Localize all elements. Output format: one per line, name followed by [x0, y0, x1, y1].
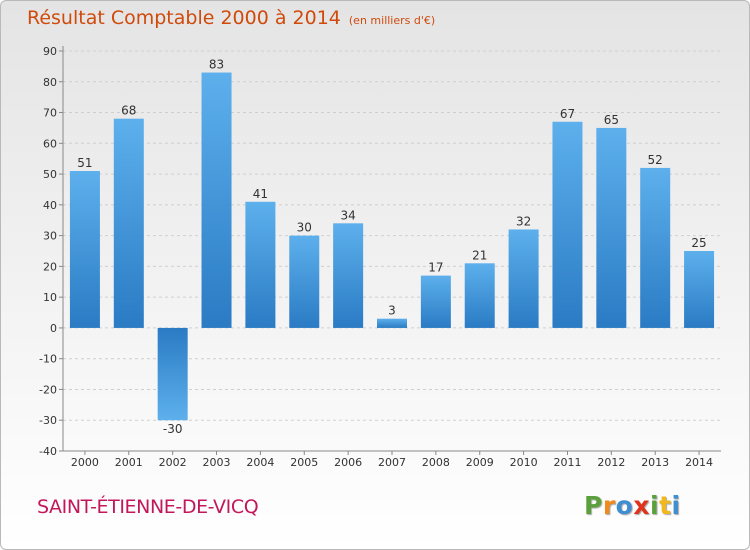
- y-tick-label: -30: [39, 414, 57, 427]
- bar: [552, 121, 583, 328]
- x-tick-label: 2007: [378, 456, 406, 469]
- bar: [640, 167, 671, 328]
- logo-letter: r: [602, 491, 616, 520]
- bar: [245, 201, 276, 328]
- data-label: 25: [691, 236, 706, 250]
- chart-subtitle: (en milliers d'€): [348, 14, 436, 27]
- chart-title-block: Résultat Comptable 2000 à 2014 (en millie…: [27, 7, 435, 29]
- x-tick-label: 2001: [115, 456, 143, 469]
- chart-title: Résultat Comptable 2000 à 2014: [27, 7, 341, 29]
- bar: [508, 229, 539, 328]
- data-label: 51: [77, 156, 92, 170]
- x-tick-label: 2011: [553, 456, 581, 469]
- proxiti-logo: Proxiti: [584, 491, 681, 520]
- bar: [201, 72, 232, 328]
- bars: [69, 72, 715, 421]
- logo-letter: P: [584, 491, 603, 520]
- bar: [377, 318, 407, 328]
- data-label: 52: [648, 153, 663, 167]
- bar: [684, 251, 715, 328]
- data-label: 17: [428, 261, 443, 275]
- y-tick-label: 10: [43, 291, 57, 304]
- y-tick-label: -40: [39, 445, 57, 458]
- bar: [113, 118, 144, 328]
- bar: [333, 223, 364, 328]
- x-tick-label: 2008: [422, 456, 450, 469]
- data-label: 32: [516, 214, 531, 228]
- y-tick-label: -20: [39, 383, 57, 396]
- data-label: 41: [253, 187, 268, 201]
- bar: [464, 263, 495, 328]
- bar: [596, 127, 627, 328]
- x-tick-label: 2013: [641, 456, 669, 469]
- x-tick-label: 2012: [597, 456, 625, 469]
- axes: [59, 46, 721, 455]
- y-tick-label: 60: [43, 137, 57, 150]
- x-tick-label: 2004: [246, 456, 274, 469]
- y-tick-label: 90: [43, 45, 57, 58]
- x-tick-label: 2006: [334, 456, 362, 469]
- bar: [420, 275, 451, 328]
- x-tick-label: 2010: [510, 456, 538, 469]
- x-tick-label: 2005: [290, 456, 318, 469]
- y-tick-label: 80: [43, 76, 57, 89]
- data-label: 68: [121, 104, 136, 118]
- y-tick-label: 20: [43, 260, 57, 273]
- y-tick-labels: 90 80 70 60 50 40 30 20 10 0 -10 -20 -30 -40: [39, 45, 57, 458]
- data-label: 30: [297, 221, 312, 235]
- x-tick-label: 2009: [466, 456, 494, 469]
- data-label: 83: [209, 58, 224, 72]
- data-label: 21: [472, 248, 487, 262]
- x-tick-label: 2002: [159, 456, 187, 469]
- logo-letter: i: [671, 491, 681, 520]
- place-name: SAINT-ÉTIENNE-DE-VICQ: [37, 496, 259, 518]
- x-tick-labels: 2000 2001 2002 2003 2004 2005 2006 2007 2008 2009…: [71, 456, 713, 469]
- x-tick-label: 2014: [685, 456, 713, 469]
- y-tick-label: 40: [43, 199, 57, 212]
- x-tick-label: 2003: [203, 456, 231, 469]
- data-labels: 51 68 -30 83 41 30 34 3 17 21 32 67 65 52 25: [77, 58, 706, 437]
- bar: [69, 171, 100, 328]
- y-tick-label: 30: [43, 230, 57, 243]
- logo-letter: i: [650, 491, 660, 520]
- logo-letter: t: [659, 491, 672, 520]
- logo-letter: x: [633, 491, 650, 520]
- y-tick-label: 70: [43, 107, 57, 120]
- data-label: -30: [163, 422, 183, 436]
- bar: [157, 327, 188, 421]
- x-tick-label: 2000: [71, 456, 99, 469]
- data-label: 3: [388, 304, 396, 318]
- y-tick-label: 50: [43, 168, 57, 181]
- bar: [289, 235, 320, 328]
- data-label: 67: [560, 107, 575, 121]
- data-label: 34: [340, 208, 355, 222]
- y-tick-label: -10: [39, 353, 57, 366]
- logo-letter: o: [615, 491, 634, 520]
- y-tick-label: 0: [50, 322, 57, 335]
- data-label: 65: [604, 113, 619, 127]
